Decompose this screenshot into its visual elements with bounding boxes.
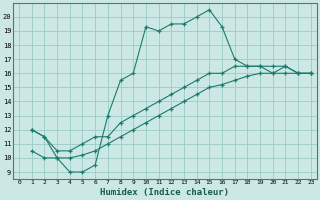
X-axis label: Humidex (Indice chaleur): Humidex (Indice chaleur) (100, 188, 229, 197)
